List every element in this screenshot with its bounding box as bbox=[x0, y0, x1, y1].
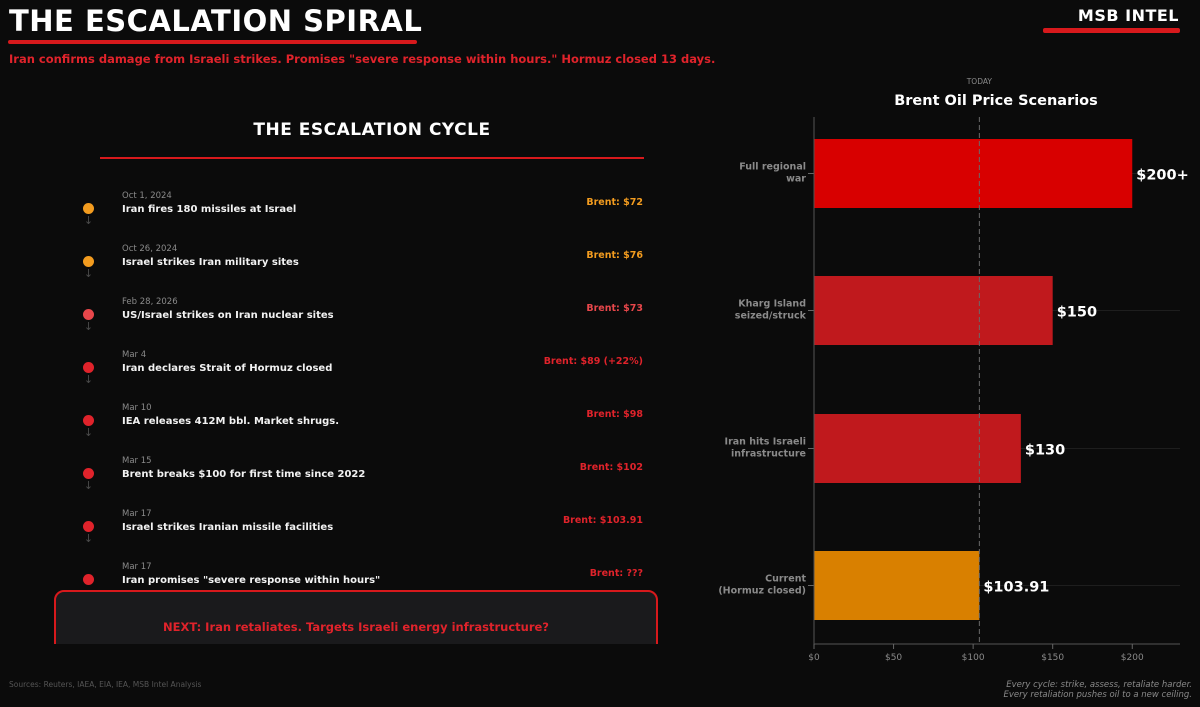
bar bbox=[814, 414, 1021, 483]
timeline-event: Oct 1, 2024 Iran fires 180 missiles at Is… bbox=[80, 191, 644, 231]
event-description: Israel strikes Iran military sites bbox=[122, 257, 299, 268]
bar bbox=[814, 551, 980, 620]
timeline-event: Mar 4 Iran declares Strait of Hormuz clos… bbox=[80, 350, 644, 390]
event-date: Mar 10 bbox=[122, 403, 152, 413]
data-label: $150 bbox=[1057, 305, 1097, 321]
today-label: TODAY bbox=[966, 77, 993, 86]
event-date: Mar 15 bbox=[122, 456, 152, 466]
event-description: IEA releases 412M bbl. Market shrugs. bbox=[122, 416, 340, 427]
category-label: Kharg Island seized/struck bbox=[735, 299, 807, 322]
x-tick-label: $150 bbox=[1041, 653, 1064, 663]
x-tick-label: $100 bbox=[962, 653, 985, 663]
down-arrow-icon: ↓ bbox=[83, 426, 94, 439]
data-label: $130 bbox=[1025, 443, 1065, 459]
event-price: Brent: $76 bbox=[586, 250, 643, 261]
event-price: Brent: $89 (+22%) bbox=[543, 356, 643, 367]
bottom-band bbox=[0, 644, 700, 707]
event-price: Brent: $103.91 bbox=[562, 515, 643, 526]
down-arrow-icon: ↓ bbox=[83, 532, 94, 545]
event-dot-icon bbox=[83, 574, 94, 585]
event-date: Feb 28, 2026 bbox=[122, 297, 178, 307]
event-dot-icon bbox=[83, 203, 94, 214]
event-dot-icon bbox=[83, 256, 94, 267]
event-description: Israel strikes Iranian missile facilitie… bbox=[122, 522, 334, 533]
event-date: Mar 17 bbox=[122, 509, 152, 519]
event-price: Brent: $98 bbox=[586, 409, 643, 420]
brand-logo: MSB INTEL bbox=[1077, 6, 1179, 25]
timeline-title: THE ESCALATION CYCLE bbox=[253, 120, 491, 140]
x-tick-label: $200 bbox=[1121, 653, 1144, 663]
scenario-chart: Brent Oil Price Scenarios Full regional wa… bbox=[718, 77, 1189, 663]
bar bbox=[814, 276, 1053, 345]
event-price: Brent: $102 bbox=[579, 462, 643, 473]
event-description: Iran fires 180 missiles at Israel bbox=[122, 204, 297, 215]
timeline-event: Mar 17 Iran promises "severe response wit… bbox=[80, 562, 644, 602]
sources: Sources: Reuters, IAEA, EIA, IEA, MSB In… bbox=[9, 680, 202, 689]
event-date: Mar 17 bbox=[122, 562, 152, 572]
timeline-event: Oct 26, 2024 Israel strikes Iran military… bbox=[80, 244, 644, 284]
event-date: Oct 26, 2024 bbox=[122, 244, 178, 254]
event-dot-icon bbox=[83, 362, 94, 373]
event-price: Brent: ??? bbox=[589, 568, 643, 579]
next-callout-text: NEXT: Iran retaliates. Targets Israeli e… bbox=[163, 620, 549, 634]
down-arrow-icon: ↓ bbox=[83, 373, 94, 386]
event-dot-icon bbox=[83, 415, 94, 426]
category-label: Iran hits Israeli infrastructure bbox=[725, 437, 806, 460]
chart-title: Brent Oil Price Scenarios bbox=[894, 93, 1098, 109]
event-description: US/Israel strikes on Iran nuclear sites bbox=[122, 310, 334, 321]
bar bbox=[814, 139, 1133, 208]
timeline-rule bbox=[100, 157, 644, 159]
title-underline bbox=[8, 40, 417, 44]
down-arrow-icon: ↓ bbox=[83, 214, 94, 227]
event-description: Iran declares Strait of Hormuz closed bbox=[122, 363, 333, 374]
footnote-line-2: Every retaliation pushes oil to a new ce… bbox=[1003, 690, 1192, 700]
x-tick-label: $50 bbox=[885, 653, 902, 663]
event-date: Mar 4 bbox=[122, 350, 147, 360]
category-label: Current (Hormuz closed) bbox=[718, 574, 806, 597]
down-arrow-icon: ↓ bbox=[83, 479, 94, 492]
brand-underline bbox=[1043, 28, 1180, 33]
event-dot-icon bbox=[83, 521, 94, 532]
timeline-event: Mar 17 Israel strikes Iranian missile fac… bbox=[80, 509, 644, 549]
event-dot-icon bbox=[83, 468, 94, 479]
event-price: Brent: $72 bbox=[586, 197, 643, 208]
page-title: THE ESCALATION SPIRAL bbox=[9, 4, 423, 38]
subtitle: Iran confirms damage from Israeli strike… bbox=[9, 52, 716, 66]
event-date: Oct 1, 2024 bbox=[122, 191, 172, 201]
down-arrow-icon: ↓ bbox=[83, 267, 94, 280]
down-arrow-icon: ↓ bbox=[83, 320, 94, 333]
timeline-event: Feb 28, 2026 US/Israel strikes on Iran nu… bbox=[80, 297, 644, 337]
category-label: Full regional war bbox=[739, 162, 806, 185]
event-description: Brent breaks $100 for first time since 2… bbox=[122, 469, 366, 480]
timeline-event: Mar 15 Brent breaks $100 for first time s… bbox=[80, 456, 644, 496]
timeline-event: Mar 10 IEA releases 412M bbl. Market shru… bbox=[80, 403, 644, 443]
footnote-line-1: Every cycle: strike, assess, retaliate h… bbox=[1006, 680, 1192, 690]
event-price: Brent: $73 bbox=[586, 303, 643, 314]
data-label: $103.91 bbox=[983, 580, 1049, 596]
event-description: Iran promises "severe response within ho… bbox=[122, 575, 381, 586]
data-label: $200+ bbox=[1136, 168, 1189, 184]
footnote: Every cycle: strike, assess, retaliate h… bbox=[1003, 680, 1192, 700]
x-tick-label: $0 bbox=[808, 653, 820, 663]
event-dot-icon bbox=[83, 309, 94, 320]
